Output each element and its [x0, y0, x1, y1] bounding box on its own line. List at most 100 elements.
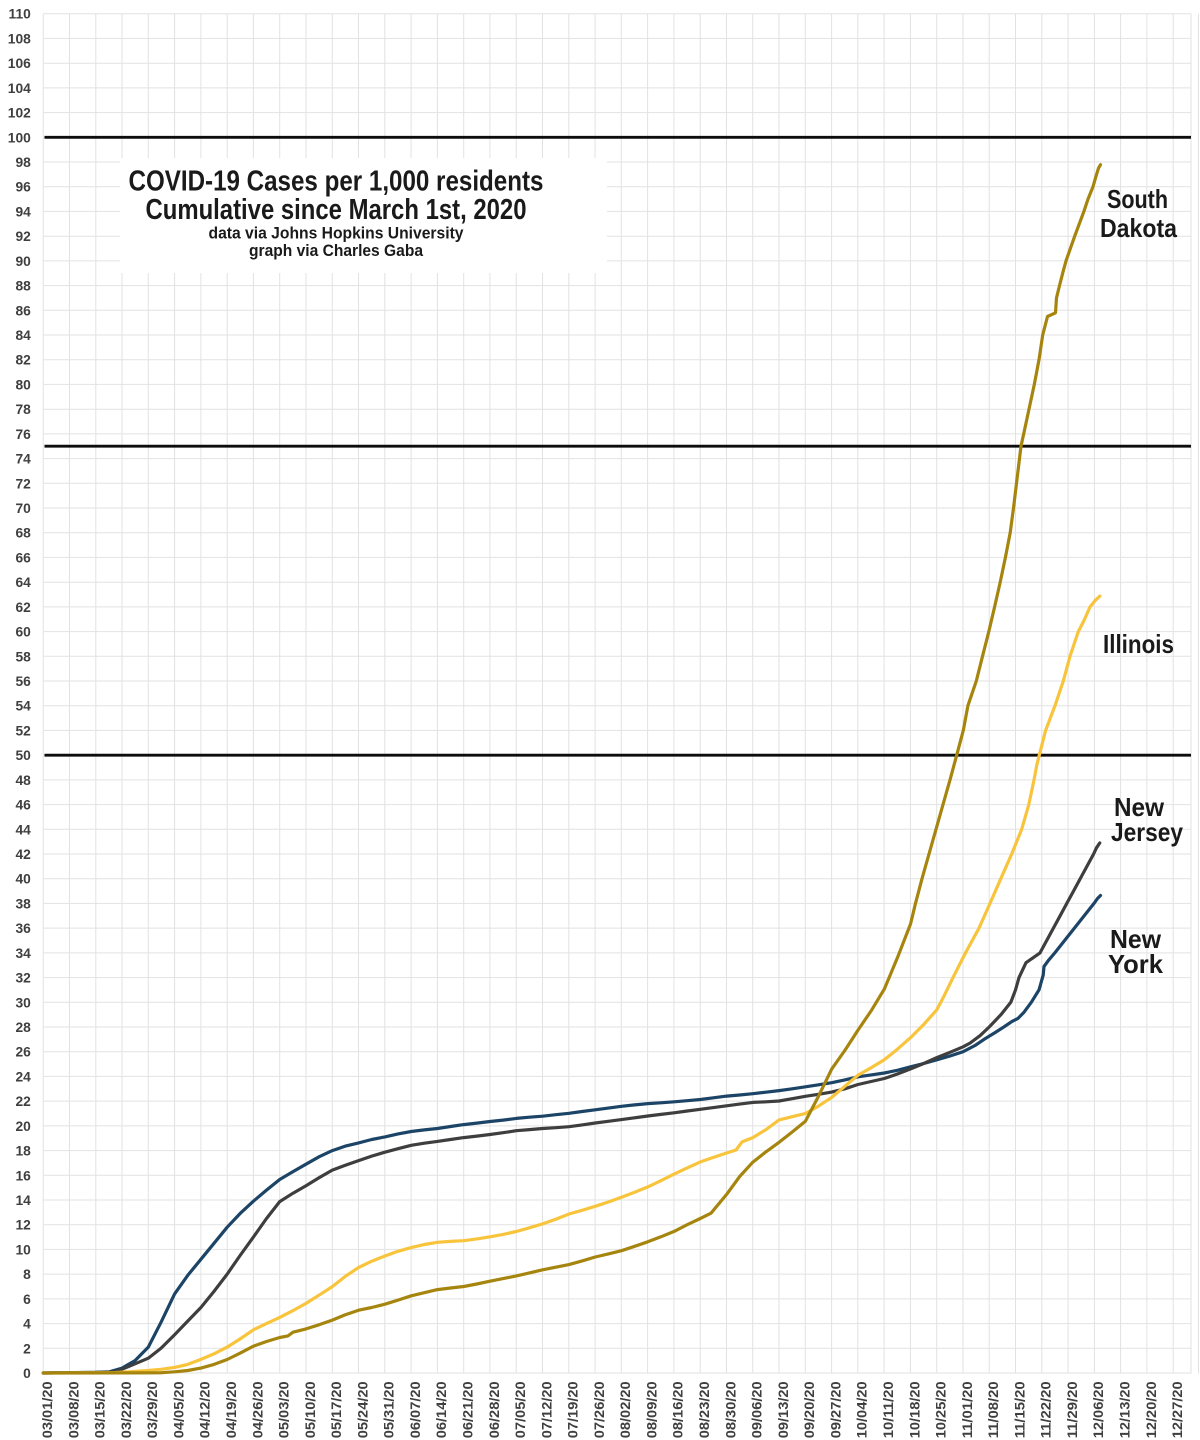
svg-text:14: 14: [15, 1193, 31, 1208]
svg-text:102: 102: [8, 106, 31, 121]
svg-text:05/03/20: 05/03/20: [277, 1381, 292, 1438]
svg-text:05/31/20: 05/31/20: [382, 1381, 397, 1438]
svg-text:44: 44: [15, 822, 31, 837]
svg-text:30: 30: [15, 995, 31, 1010]
svg-text:06/21/20: 06/21/20: [461, 1381, 476, 1438]
svg-text:80: 80: [15, 377, 31, 392]
svg-text:0: 0: [23, 1366, 31, 1381]
svg-text:94: 94: [15, 204, 31, 219]
svg-text:06/14/20: 06/14/20: [434, 1381, 449, 1438]
svg-text:6: 6: [23, 1292, 31, 1307]
svg-text:03/15/20: 03/15/20: [93, 1381, 108, 1438]
svg-text:12/20/20: 12/20/20: [1144, 1381, 1159, 1438]
svg-text:22: 22: [15, 1094, 31, 1109]
svg-text:09/27/20: 09/27/20: [828, 1381, 843, 1438]
svg-text:07/26/20: 07/26/20: [592, 1381, 607, 1438]
svg-text:4: 4: [23, 1317, 31, 1332]
svg-text:18: 18: [15, 1144, 31, 1159]
svg-text:08/09/20: 08/09/20: [645, 1381, 660, 1438]
svg-text:28: 28: [15, 1020, 31, 1035]
svg-text:92: 92: [15, 229, 31, 244]
svg-text:10/04/20: 10/04/20: [855, 1381, 870, 1438]
svg-text:96: 96: [15, 180, 31, 195]
svg-text:South: South: [1107, 184, 1168, 214]
svg-text:04/05/20: 04/05/20: [171, 1381, 186, 1438]
svg-text:78: 78: [15, 402, 31, 417]
svg-text:20: 20: [15, 1119, 31, 1134]
svg-text:07/19/20: 07/19/20: [566, 1381, 581, 1438]
svg-text:16: 16: [15, 1168, 31, 1183]
svg-text:Illinois: Illinois: [1103, 629, 1174, 659]
svg-text:58: 58: [15, 649, 31, 664]
svg-text:64: 64: [15, 575, 31, 590]
svg-text:84: 84: [15, 328, 31, 343]
svg-text:05/24/20: 05/24/20: [355, 1381, 370, 1438]
svg-text:graph via Charles Gaba: graph via Charles Gaba: [249, 241, 423, 260]
svg-text:05/10/20: 05/10/20: [303, 1381, 318, 1438]
svg-text:86: 86: [15, 303, 31, 318]
svg-text:56: 56: [15, 674, 31, 689]
svg-text:York: York: [1108, 949, 1164, 979]
svg-text:48: 48: [15, 773, 31, 788]
svg-text:03/08/20: 03/08/20: [66, 1381, 81, 1438]
svg-text:06/28/20: 06/28/20: [487, 1381, 502, 1438]
svg-text:09/13/20: 09/13/20: [776, 1381, 791, 1438]
svg-text:76: 76: [15, 427, 31, 442]
svg-text:05/17/20: 05/17/20: [329, 1381, 344, 1438]
svg-text:42: 42: [15, 847, 31, 862]
svg-text:Cumulative since March 1st, 20: Cumulative since March 1st, 2020: [146, 194, 527, 226]
svg-text:88: 88: [15, 279, 31, 294]
svg-text:90: 90: [15, 254, 31, 269]
svg-text:03/01/20: 03/01/20: [40, 1381, 55, 1438]
svg-text:38: 38: [15, 896, 31, 911]
svg-text:26: 26: [15, 1045, 31, 1060]
svg-text:54: 54: [15, 699, 31, 714]
svg-text:52: 52: [15, 723, 31, 738]
svg-text:New: New: [1114, 792, 1165, 822]
svg-text:07/05/20: 07/05/20: [513, 1381, 528, 1438]
svg-text:8: 8: [23, 1267, 31, 1282]
svg-text:03/29/20: 03/29/20: [145, 1381, 160, 1438]
svg-text:62: 62: [15, 600, 31, 615]
svg-text:82: 82: [15, 353, 31, 368]
svg-text:70: 70: [15, 501, 31, 516]
svg-text:12/06/20: 12/06/20: [1091, 1381, 1106, 1438]
svg-text:03/22/20: 03/22/20: [119, 1381, 134, 1438]
svg-text:11/22/20: 11/22/20: [1039, 1381, 1054, 1438]
svg-text:24: 24: [15, 1069, 31, 1084]
svg-text:11/08/20: 11/08/20: [986, 1381, 1001, 1438]
svg-text:COVID-19 Cases per 1,000 resid: COVID-19 Cases per 1,000 residents: [129, 166, 544, 198]
svg-text:09/20/20: 09/20/20: [802, 1381, 817, 1438]
svg-text:08/23/20: 08/23/20: [697, 1381, 712, 1438]
svg-text:08/16/20: 08/16/20: [671, 1381, 686, 1438]
svg-text:46: 46: [15, 798, 31, 813]
svg-text:10/11/20: 10/11/20: [881, 1381, 896, 1438]
svg-text:06/07/20: 06/07/20: [408, 1381, 423, 1438]
svg-text:12: 12: [15, 1218, 31, 1233]
svg-text:11/01/20: 11/01/20: [960, 1381, 975, 1438]
svg-text:36: 36: [15, 921, 31, 936]
svg-text:66: 66: [15, 550, 31, 565]
svg-text:12/13/20: 12/13/20: [1118, 1381, 1133, 1438]
svg-text:11/15/20: 11/15/20: [1012, 1381, 1027, 1438]
svg-text:68: 68: [15, 526, 31, 541]
svg-text:60: 60: [15, 625, 31, 640]
svg-text:100: 100: [8, 130, 31, 145]
svg-text:10: 10: [15, 1242, 31, 1257]
svg-text:08/30/20: 08/30/20: [723, 1381, 738, 1438]
svg-text:2: 2: [23, 1341, 31, 1356]
svg-text:74: 74: [15, 452, 31, 467]
svg-text:72: 72: [15, 476, 31, 491]
svg-text:104: 104: [8, 81, 31, 96]
svg-text:108: 108: [8, 31, 31, 46]
svg-text:New: New: [1110, 924, 1162, 954]
svg-text:data via Johns Hopkins Univers: data via Johns Hopkins University: [209, 224, 464, 243]
svg-text:10/25/20: 10/25/20: [934, 1381, 949, 1438]
svg-text:110: 110: [9, 7, 32, 22]
svg-text:04/19/20: 04/19/20: [224, 1381, 239, 1438]
svg-text:Dakota: Dakota: [1100, 213, 1177, 243]
svg-text:50: 50: [15, 748, 31, 763]
svg-text:Jersey: Jersey: [1111, 817, 1183, 847]
svg-text:12/27/20: 12/27/20: [1170, 1381, 1185, 1438]
svg-text:10/18/20: 10/18/20: [907, 1381, 922, 1438]
